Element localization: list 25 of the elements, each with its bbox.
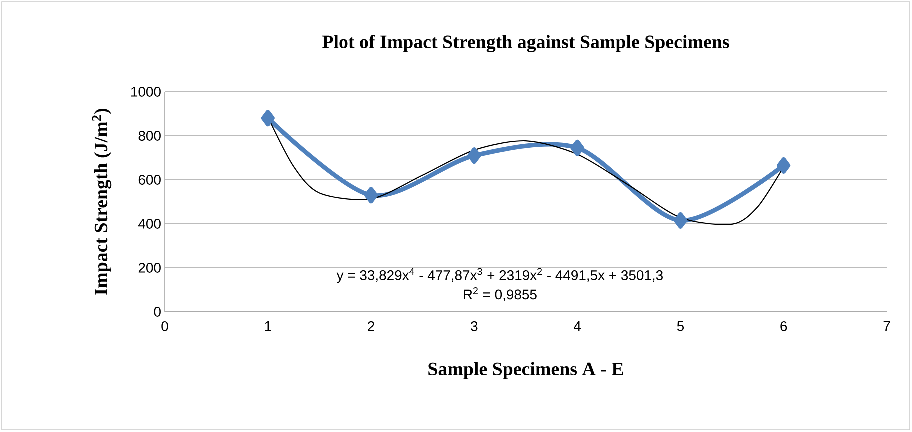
annotation: y = 33,829x$^{4}$ - 477,87x$^{3}$ + 2319x$^{2}$ - 4491,5x + 3501,3 xyxy=(336,268,663,284)
y-tick-label: 600 xyxy=(138,175,161,185)
y-tick-label: 200 xyxy=(138,263,161,273)
x-tick-label: 4 xyxy=(574,322,582,332)
point xyxy=(364,187,378,204)
y-tick-label: 1000 xyxy=(132,87,161,97)
x-tick-label: 3 xyxy=(471,322,478,332)
x-axis-title: Sample Specimens A - E xyxy=(428,362,624,380)
x-tick-label: 5 xyxy=(677,322,684,332)
x-tick-label: 6 xyxy=(780,322,788,332)
x-tick-label: 2 xyxy=(368,322,374,332)
y-tick-label: 800 xyxy=(138,131,161,141)
y-axis-title: Impact Strength (J/m$^{2}$) xyxy=(92,109,112,296)
y-tick-label: 400 xyxy=(138,219,161,229)
x-tick-label: 1 xyxy=(265,322,272,332)
x-tick-label: 0 xyxy=(162,322,168,332)
point xyxy=(674,212,688,229)
point xyxy=(468,148,482,164)
y-tick-label: 0 xyxy=(154,307,161,317)
chart-title: Plot of Impact Strength against Sample Specimens xyxy=(322,34,730,52)
x-tick-label: 7 xyxy=(884,322,890,332)
point xyxy=(570,140,584,156)
point xyxy=(261,110,275,127)
annotation: R$^{2}$ = 0,9855 xyxy=(464,288,537,302)
point xyxy=(777,157,791,174)
